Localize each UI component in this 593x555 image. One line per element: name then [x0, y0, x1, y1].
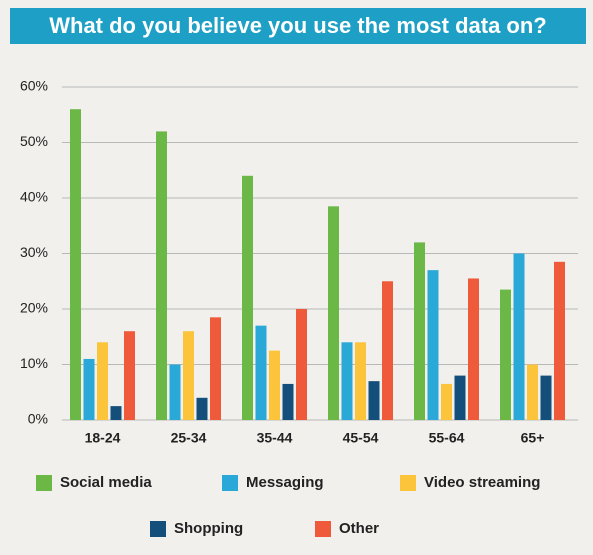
bar — [210, 317, 221, 420]
x-tick-label: 55-64 — [429, 430, 465, 446]
bar — [414, 242, 425, 420]
y-tick-label: 10% — [20, 355, 48, 371]
x-tick-label: 45-54 — [343, 430, 379, 446]
legend-swatch — [36, 475, 52, 491]
bar — [355, 342, 366, 420]
bar — [196, 397, 208, 420]
bar — [97, 342, 108, 420]
bar — [83, 358, 95, 420]
bar — [183, 331, 194, 420]
bar — [427, 270, 439, 420]
legend-label: Other — [339, 520, 379, 537]
legend-label: Shopping — [174, 520, 243, 537]
y-tick-label: 30% — [20, 244, 48, 260]
bar — [441, 383, 452, 420]
chart-title: What do you believe you use the most dat… — [49, 13, 547, 38]
y-tick-label: 50% — [20, 133, 48, 149]
title-banner — [10, 8, 586, 44]
legend-swatch — [150, 521, 166, 537]
y-tick-label: 40% — [20, 189, 48, 205]
bar — [500, 289, 511, 420]
bar — [554, 261, 565, 420]
legend-swatch — [222, 475, 238, 491]
x-tick-label: 35-44 — [257, 430, 293, 446]
bar — [513, 253, 525, 420]
legend-swatch — [315, 521, 331, 537]
bar — [368, 381, 380, 420]
bar — [328, 206, 339, 420]
y-tick-label: 60% — [20, 78, 48, 94]
bar — [454, 375, 466, 420]
bar — [110, 406, 122, 420]
bar — [70, 109, 81, 420]
bar — [296, 309, 307, 420]
bar — [124, 331, 135, 420]
bar — [242, 175, 253, 420]
y-tick-label: 20% — [20, 300, 48, 316]
legend-label: Social media — [60, 474, 152, 491]
legend-label: Messaging — [246, 474, 324, 491]
bar — [527, 364, 538, 420]
bar — [269, 350, 280, 420]
y-tick-label: 0% — [28, 411, 48, 427]
bar — [282, 383, 294, 420]
bar — [382, 281, 393, 420]
legend-label: Video streaming — [424, 474, 540, 491]
bar — [156, 131, 167, 420]
x-tick-label: 25-34 — [171, 430, 207, 446]
bar — [341, 342, 353, 420]
bar — [540, 375, 552, 420]
bar — [169, 364, 181, 420]
bar — [468, 278, 479, 420]
bar — [255, 325, 267, 420]
legend-swatch — [400, 475, 416, 491]
x-tick-label: 65+ — [521, 430, 545, 446]
x-tick-label: 18-24 — [85, 430, 121, 446]
